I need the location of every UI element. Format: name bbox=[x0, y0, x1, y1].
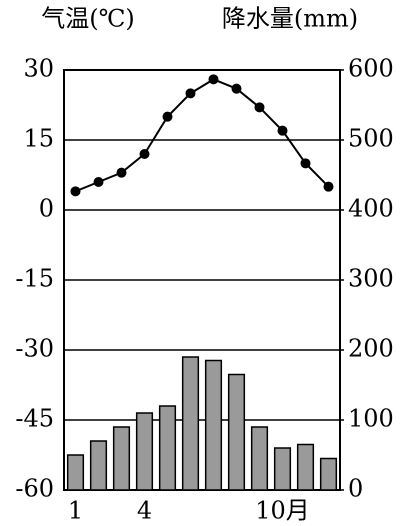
temperature-point bbox=[208, 74, 219, 85]
x-tick-label: 1 bbox=[68, 497, 83, 525]
bar bbox=[158, 405, 177, 491]
y2-tick-label: 400 bbox=[348, 195, 394, 223]
y-tick-label: 0 bbox=[39, 195, 54, 223]
temperature-point bbox=[93, 177, 104, 187]
y-tick-label: -60 bbox=[15, 475, 54, 503]
x-tick-label: 10月 bbox=[255, 497, 310, 525]
temperature-line bbox=[75, 78, 330, 193]
y-axis-label: 气温(℃) bbox=[41, 5, 135, 33]
bar bbox=[227, 373, 246, 491]
y2-tick-label: 200 bbox=[348, 335, 394, 363]
temperature-point bbox=[116, 167, 127, 178]
bar bbox=[181, 356, 200, 491]
y-tick-label: 15 bbox=[23, 125, 54, 153]
bar bbox=[296, 443, 315, 491]
bar bbox=[273, 447, 292, 491]
bar bbox=[319, 457, 338, 491]
y2-tick-label: 500 bbox=[348, 125, 394, 153]
bar bbox=[135, 412, 154, 491]
y2-tick-label: 600 bbox=[348, 55, 394, 83]
y2-tick-label: 0 bbox=[348, 475, 363, 503]
y-tick-label: -45 bbox=[15, 405, 54, 433]
y2-axis-label: 降水量(mm) bbox=[222, 5, 358, 33]
bar bbox=[250, 426, 269, 491]
bar bbox=[204, 359, 223, 491]
y-tick-label: 30 bbox=[23, 55, 54, 83]
temperature-point bbox=[323, 181, 334, 192]
temperature-point bbox=[231, 83, 242, 94]
bar bbox=[66, 454, 85, 491]
temperature-point bbox=[254, 102, 265, 113]
bar bbox=[89, 440, 108, 491]
temperature-point bbox=[277, 125, 288, 136]
temperature-point bbox=[185, 88, 196, 99]
y2-tick-label: 100 bbox=[348, 405, 394, 433]
y-tick-label: -30 bbox=[15, 335, 54, 363]
temperature-point bbox=[162, 111, 173, 122]
y-tick-label: -15 bbox=[15, 265, 54, 293]
x-tick-label: 4 bbox=[137, 497, 152, 525]
y2-tick-label: 300 bbox=[348, 265, 394, 293]
temperature-point bbox=[300, 158, 311, 169]
bar bbox=[112, 426, 131, 491]
temperature-point bbox=[70, 186, 81, 197]
temperature-point bbox=[139, 149, 150, 159]
